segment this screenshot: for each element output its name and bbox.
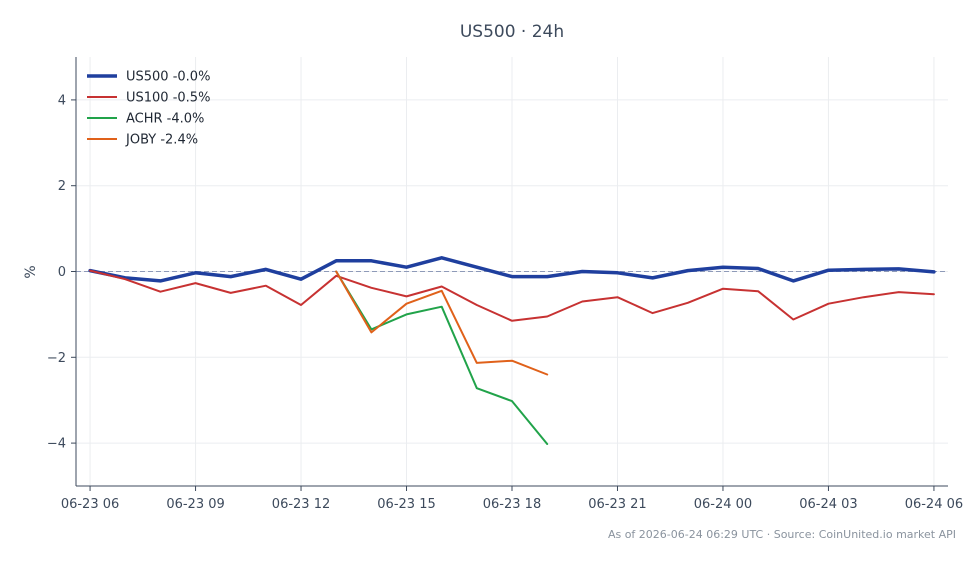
x-tick-label-5: 06-23 21 [588,497,646,512]
series-line-1 [89,269,935,322]
y-tick-label-3: 2 [58,179,66,194]
x-tick-label-4: 06-23 18 [483,497,541,512]
series-line-3 [335,270,549,376]
legend-label-2: ACHR -4.0% [126,112,204,127]
x-tick-label-6: 06-24 00 [694,497,752,512]
series-lines [88,256,936,445]
x-tick-label-2: 06-23 12 [272,497,330,512]
chart-title: US500 · 24h [460,22,564,42]
y-axis-label: % [23,265,39,278]
y-tick-label-4: 4 [58,93,66,108]
x-tick-label-8: 06-24 06 [905,497,963,512]
legend-label-1: US100 -0.5% [126,91,210,106]
legend: US500 -0.0% US100 -0.5% ACHR -4.0% JOBY -2.… [87,70,210,148]
x-tick-label-7: 06-24 03 [799,497,857,512]
x-tick-label-3: 06-23 15 [377,497,435,512]
footer-note: As of 2026-06-24 06:29 UTC · Source: Coi… [608,528,956,541]
tick-labels: −4 −2 0 2 4 06-23 06 06-23 09 06-23 12 06-23 15 0… [47,93,963,512]
y-tick-label-2: 0 [58,265,66,280]
y-tick-label-0: −4 [47,437,66,452]
legend-label-0: US500 -0.0% [126,70,210,85]
series-line-0 [88,256,936,283]
series-line-2 [335,270,549,445]
y-tick-label-1: −2 [47,351,66,366]
axes [71,57,948,491]
legend-label-3: JOBY -2.4% [125,133,198,148]
x-tick-label-1: 06-23 09 [166,497,224,512]
x-tick-label-0: 06-23 06 [61,497,119,512]
